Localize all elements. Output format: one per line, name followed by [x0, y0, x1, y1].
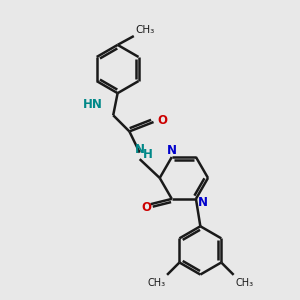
Text: CH₃: CH₃: [148, 278, 166, 288]
Text: HN: HN: [83, 98, 103, 111]
Text: H: H: [143, 148, 153, 160]
Text: O: O: [141, 201, 151, 214]
Text: CH₃: CH₃: [136, 25, 155, 34]
Text: O: O: [157, 114, 167, 127]
Text: CH₃: CH₃: [235, 278, 253, 288]
Text: N: N: [167, 144, 177, 157]
Text: N: N: [134, 142, 144, 156]
Text: N: N: [197, 196, 207, 209]
